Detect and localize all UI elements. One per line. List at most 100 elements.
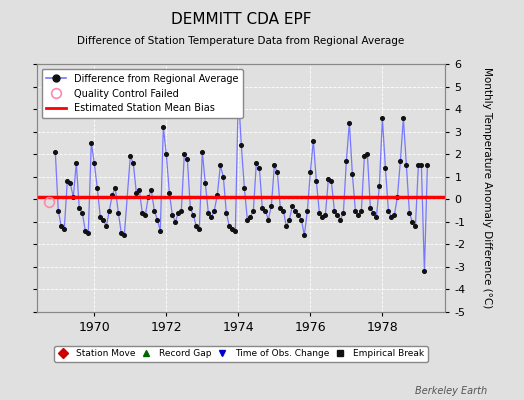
Point [87, 140, 95, 146]
Point [297, 216, 305, 223]
Point [282, 223, 290, 230]
Point [195, 225, 203, 232]
Point [186, 205, 194, 212]
Point [177, 207, 185, 214]
Point [168, 212, 177, 218]
Point [360, 153, 368, 160]
Point [303, 207, 312, 214]
Point [243, 216, 252, 223]
Point [381, 164, 389, 171]
Point [189, 212, 198, 218]
Point [366, 205, 375, 212]
Point [75, 205, 83, 212]
Point [324, 176, 333, 182]
Text: Difference of Station Temperature Data from Regional Average: Difference of Station Temperature Data f… [78, 36, 405, 46]
Text: Berkeley Earth: Berkeley Earth [415, 386, 487, 396]
Point [144, 194, 152, 200]
Point [240, 185, 248, 191]
Point [174, 210, 182, 216]
Point [114, 210, 123, 216]
Point [198, 149, 206, 155]
Point [231, 228, 239, 234]
Point [234, 90, 243, 96]
Point [300, 232, 309, 238]
Point [330, 207, 339, 214]
Point [78, 210, 86, 216]
Point [72, 160, 81, 166]
Point [237, 142, 246, 148]
Point [162, 151, 170, 157]
Point [57, 223, 66, 230]
Point [69, 194, 78, 200]
Point [285, 216, 293, 223]
Point [126, 153, 135, 160]
Point [156, 228, 165, 234]
Point [312, 178, 321, 184]
Point [414, 162, 422, 169]
Point [423, 162, 432, 169]
Point [291, 207, 300, 214]
Point [294, 212, 302, 218]
Point [99, 216, 107, 223]
Point [372, 214, 380, 220]
Point [369, 210, 378, 216]
Point [375, 182, 384, 189]
Point [402, 162, 411, 169]
Point [399, 115, 408, 121]
Point [363, 151, 372, 157]
Point [393, 194, 401, 200]
Point [276, 205, 285, 212]
Point [207, 214, 215, 220]
Text: DEMMITT CDA EPF: DEMMITT CDA EPF [171, 12, 311, 27]
Point [420, 268, 429, 275]
Point [333, 212, 342, 218]
Point [117, 230, 125, 236]
Point [309, 138, 318, 144]
Point [147, 187, 156, 194]
Point [132, 189, 140, 196]
Point [261, 207, 269, 214]
Point [141, 212, 149, 218]
Point [258, 205, 267, 212]
Point [327, 178, 335, 184]
Point [60, 225, 69, 232]
Point [183, 156, 191, 162]
Point [210, 207, 219, 214]
Point [111, 185, 119, 191]
Point [384, 207, 392, 214]
Point [180, 151, 189, 157]
Point [216, 162, 224, 169]
Point [138, 210, 147, 216]
Point [222, 210, 231, 216]
Point [159, 124, 168, 130]
Point [387, 214, 396, 220]
Point [96, 214, 104, 220]
Point [267, 203, 276, 209]
Point [120, 232, 128, 238]
Point [228, 225, 236, 232]
Point [249, 207, 258, 214]
Point [354, 212, 363, 218]
Point [246, 214, 255, 220]
Point [219, 174, 227, 180]
Point [135, 187, 144, 194]
Point [273, 169, 281, 176]
Point [192, 223, 201, 230]
Point [204, 210, 213, 216]
Point [264, 216, 272, 223]
Point [54, 207, 62, 214]
Point [390, 212, 399, 218]
Point [411, 223, 420, 230]
Point [357, 207, 366, 214]
Point [288, 203, 297, 209]
Point [153, 216, 161, 223]
Point [51, 149, 60, 155]
Point [405, 210, 413, 216]
Point [342, 158, 351, 164]
Point [129, 160, 137, 166]
Point [351, 207, 359, 214]
Point [408, 219, 417, 225]
Point [255, 164, 264, 171]
Point [306, 169, 314, 176]
Point [63, 178, 71, 184]
